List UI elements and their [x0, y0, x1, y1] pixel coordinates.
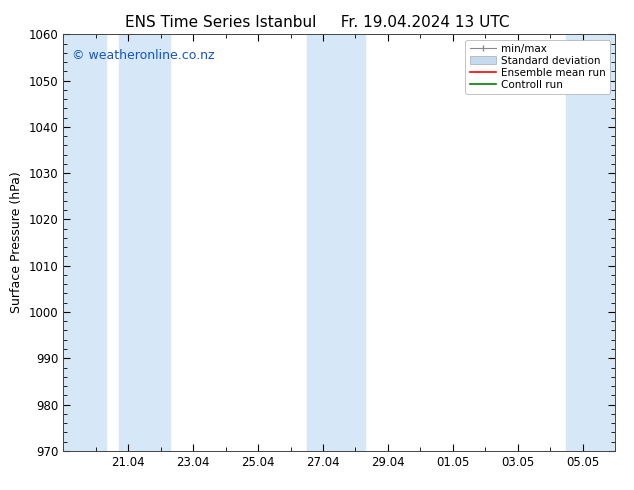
Bar	[307, 34, 365, 451]
Text: ENS Time Series Istanbul     Fr. 19.04.2024 13 UTC: ENS Time Series Istanbul Fr. 19.04.2024 …	[125, 15, 509, 30]
Bar	[63, 34, 106, 451]
Y-axis label: Surface Pressure (hPa): Surface Pressure (hPa)	[10, 172, 23, 314]
Bar	[566, 34, 615, 451]
Bar	[119, 34, 171, 451]
Text: © weatheronline.co.nz: © weatheronline.co.nz	[72, 49, 214, 62]
Legend: min/max, Standard deviation, Ensemble mean run, Controll run: min/max, Standard deviation, Ensemble me…	[465, 40, 610, 94]
